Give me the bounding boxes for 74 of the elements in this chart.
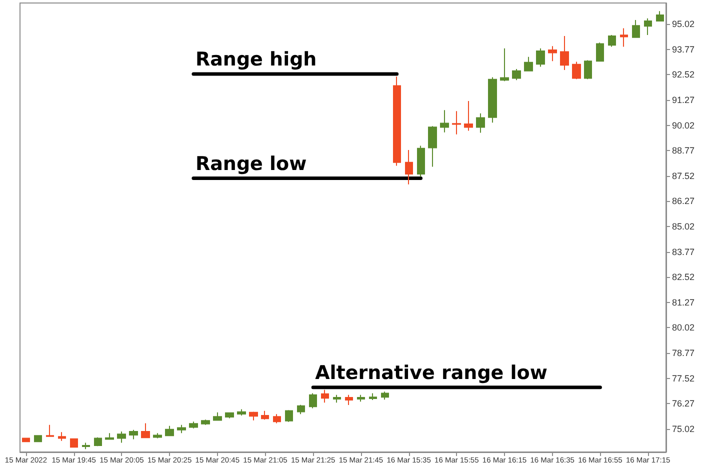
candlestick — [536, 48, 545, 68]
y-tick-label: 81.27 — [672, 297, 695, 308]
candlestick — [177, 424, 186, 434]
y-tick-label: 77.52 — [672, 373, 695, 384]
y-tick-label: 95.02 — [672, 19, 695, 30]
candlestick — [656, 10, 664, 22]
y-tick-label: 91.27 — [672, 94, 695, 105]
candlestick — [632, 20, 640, 38]
candlestick — [560, 35, 569, 71]
candlestick — [46, 424, 54, 438]
candlestick — [165, 425, 174, 437]
candlestick — [309, 392, 317, 409]
y-tick-label: 76.27 — [672, 398, 695, 409]
candlestick — [22, 437, 30, 443]
candlestick — [261, 410, 269, 420]
candlestick — [94, 436, 102, 447]
candlestick — [201, 419, 210, 426]
y-tick-label: 78.77 — [672, 348, 695, 358]
candlestick — [440, 110, 449, 133]
candlestick — [476, 112, 485, 134]
candlestick — [644, 18, 652, 36]
candlestick — [285, 410, 293, 422]
y-tick-label: 87.52 — [672, 170, 695, 181]
candlestick — [357, 394, 365, 402]
y-tick-label: 92.52 — [672, 70, 695, 80]
candlestick — [297, 404, 305, 415]
candlestick — [608, 34, 616, 48]
candlestick — [34, 434, 42, 442]
candlestick — [572, 61, 581, 80]
candlestick — [405, 149, 413, 185]
candlestick — [417, 145, 425, 178]
series-label: Range low — [195, 152, 307, 175]
candlestick — [548, 46, 557, 62]
candlestick — [153, 432, 162, 439]
candlestick — [596, 42, 604, 62]
candlestick — [464, 100, 473, 132]
candlestick — [213, 412, 222, 422]
candlestick — [225, 412, 234, 419]
candlestick — [393, 76, 401, 166]
candlestick — [512, 68, 521, 81]
candlestick — [70, 438, 78, 448]
y-tick-label: 86.27 — [672, 196, 695, 206]
series-label: Alternative range low — [315, 362, 548, 384]
candlestick — [524, 56, 533, 72]
candlestick — [321, 389, 329, 404]
candlestick — [381, 391, 389, 400]
y-tick-label: 80.02 — [672, 322, 695, 333]
candlestick — [273, 414, 281, 424]
y-tick-label: 90.02 — [672, 120, 695, 130]
series-label: Range high — [195, 48, 317, 71]
y-tick-label: 88.77 — [672, 146, 695, 156]
candlestick — [369, 392, 377, 400]
candlestick — [129, 429, 138, 440]
candlestick — [117, 431, 126, 444]
candlestick — [620, 28, 628, 48]
candlestick — [82, 442, 90, 450]
candlestick — [333, 394, 341, 404]
candlestick — [488, 76, 497, 124]
candlestick — [189, 421, 198, 429]
candlestick — [249, 411, 258, 421]
candlestick — [237, 408, 246, 416]
candlestick — [345, 394, 353, 406]
candlestick — [584, 60, 592, 80]
candlestick — [58, 432, 66, 442]
y-tick-label: 93.77 — [672, 44, 695, 54]
candlestick — [500, 48, 509, 82]
y-tick-label: 82.52 — [672, 272, 695, 282]
y-tick-label: 85.02 — [672, 221, 695, 232]
candlestick — [428, 126, 437, 168]
candlestick — [452, 110, 461, 135]
candlestick — [141, 422, 150, 439]
y-tick-label: 83.77 — [672, 246, 695, 257]
candlestick — [105, 432, 114, 440]
y-tick-label: 75.02 — [672, 424, 695, 434]
